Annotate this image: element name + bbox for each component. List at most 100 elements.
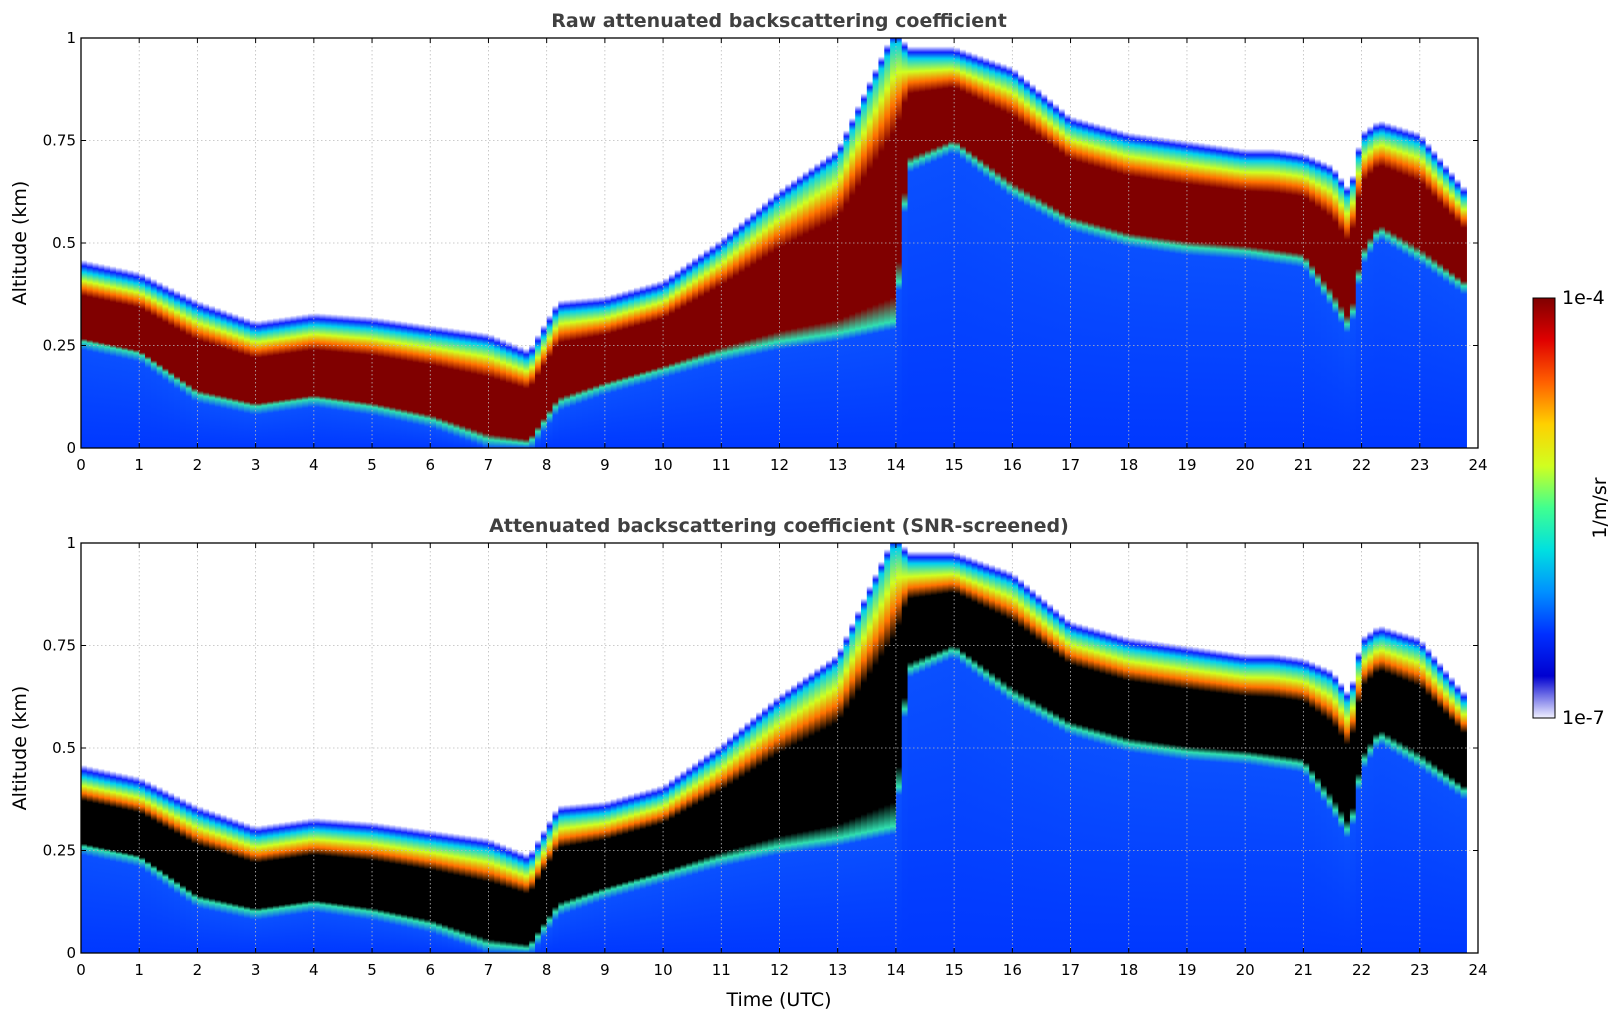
heatmap-column (965, 543, 973, 953)
heatmap-column (575, 543, 583, 953)
heatmap-column (1256, 543, 1264, 953)
heatmap-column (261, 543, 268, 953)
heatmap-column (1204, 38, 1211, 448)
heatmap-column (1163, 38, 1171, 448)
x-tick-label: 1 (134, 961, 144, 979)
heatmap-column (1291, 38, 1299, 448)
heatmap-column (1367, 543, 1374, 953)
heatmap-column (1320, 543, 1328, 953)
heatmap-column (261, 38, 268, 448)
x-tick-label: 8 (542, 456, 552, 474)
heatmap-column (255, 38, 263, 448)
heatmap-column (1344, 543, 1351, 953)
heatmap-column (680, 543, 687, 953)
heatmap-column (517, 38, 524, 448)
heatmap-column (220, 38, 228, 448)
heatmap-column (529, 543, 536, 953)
heatmap-column (1088, 38, 1095, 448)
heatmap-column (1128, 38, 1136, 448)
heatmap-column (168, 543, 175, 953)
heatmap-column (959, 543, 967, 953)
heatmap-column (383, 543, 391, 953)
heatmap-column (552, 38, 559, 448)
heatmap-column (540, 38, 548, 448)
x-tick-label: 7 (484, 456, 494, 474)
heatmap-column (133, 543, 140, 953)
heatmap-column (1361, 38, 1368, 448)
heatmap-column (1367, 38, 1374, 448)
heatmap-column (447, 38, 455, 448)
x-tick-label: 21 (1294, 456, 1313, 474)
heatmap-column (767, 543, 775, 953)
heatmap-column (325, 38, 332, 448)
y-tick-label: 0.25 (43, 337, 76, 355)
x-tick-label: 15 (945, 961, 964, 979)
heatmap-column (104, 38, 111, 448)
heatmap-column (651, 38, 658, 448)
heatmap-column (296, 543, 303, 953)
heatmap-column (436, 38, 443, 448)
heatmap-column (1309, 38, 1316, 448)
heatmap-column (831, 38, 839, 448)
heatmap-column (808, 38, 816, 448)
heatmap-column (616, 38, 623, 448)
heatmap-column (1233, 38, 1240, 448)
heatmap-column (965, 38, 973, 448)
heatmap-column (325, 543, 332, 953)
heatmap-column (977, 543, 984, 953)
heatmap-column (389, 543, 396, 953)
heatmap-column (459, 38, 466, 448)
heatmap-column (465, 543, 472, 953)
heatmap-column (395, 543, 402, 953)
heatmap-column (424, 543, 431, 953)
heatmap-column (668, 543, 676, 953)
heatmap-column (1023, 543, 1031, 953)
heatmap-column (145, 38, 152, 448)
heatmap-column (884, 38, 891, 448)
heatmap-column (564, 38, 571, 448)
heatmap-column (1320, 38, 1328, 448)
x-tick-label: 11 (712, 456, 731, 474)
heatmap-column (657, 543, 664, 953)
heatmap-column (587, 543, 594, 953)
heatmap-column (273, 38, 280, 448)
y-axis: 0 0.25 0.5 0.75 1 (43, 29, 1478, 457)
heatmap-column (1303, 38, 1310, 448)
heatmap-column (179, 543, 187, 953)
x-tick-label: 5 (367, 961, 377, 979)
heatmap-column (156, 543, 164, 953)
x-tick-label: 4 (309, 456, 319, 474)
heatmap-column (1245, 543, 1252, 953)
heatmap-column (296, 38, 303, 448)
heatmap-column (715, 38, 722, 448)
heatmap-column (773, 38, 781, 448)
x-tick-label: 3 (251, 456, 261, 474)
heatmap-column (587, 38, 594, 448)
heatmap-column (319, 543, 327, 953)
x-tick-label: 11 (712, 961, 731, 979)
heatmap-column (191, 543, 199, 953)
heatmap-column (1384, 543, 1392, 953)
heatmap-column (1448, 38, 1456, 448)
heatmap-column (232, 543, 239, 953)
heatmap-column (779, 543, 786, 953)
heatmap-column (628, 38, 635, 448)
x-tick-label: 20 (1236, 961, 1255, 979)
heatmap-column (1175, 38, 1182, 448)
heatmap-column (1216, 543, 1223, 953)
x-tick-label: 13 (828, 456, 847, 474)
heatmap-column (115, 38, 123, 448)
x-tick-label: 16 (1003, 961, 1022, 979)
heatmap-column (1332, 543, 1339, 953)
x-tick-label: 17 (1061, 456, 1080, 474)
heatmap-column (360, 543, 367, 953)
x-tick-label: 6 (425, 456, 435, 474)
heatmap-column (767, 38, 775, 448)
heatmap-column (1280, 38, 1287, 448)
heatmap-column (796, 38, 804, 448)
heatmap-column (372, 543, 379, 953)
heatmap-column (424, 38, 431, 448)
heatmap-column (884, 543, 891, 953)
heatmap-column (243, 543, 251, 953)
heatmap-column (692, 38, 699, 448)
